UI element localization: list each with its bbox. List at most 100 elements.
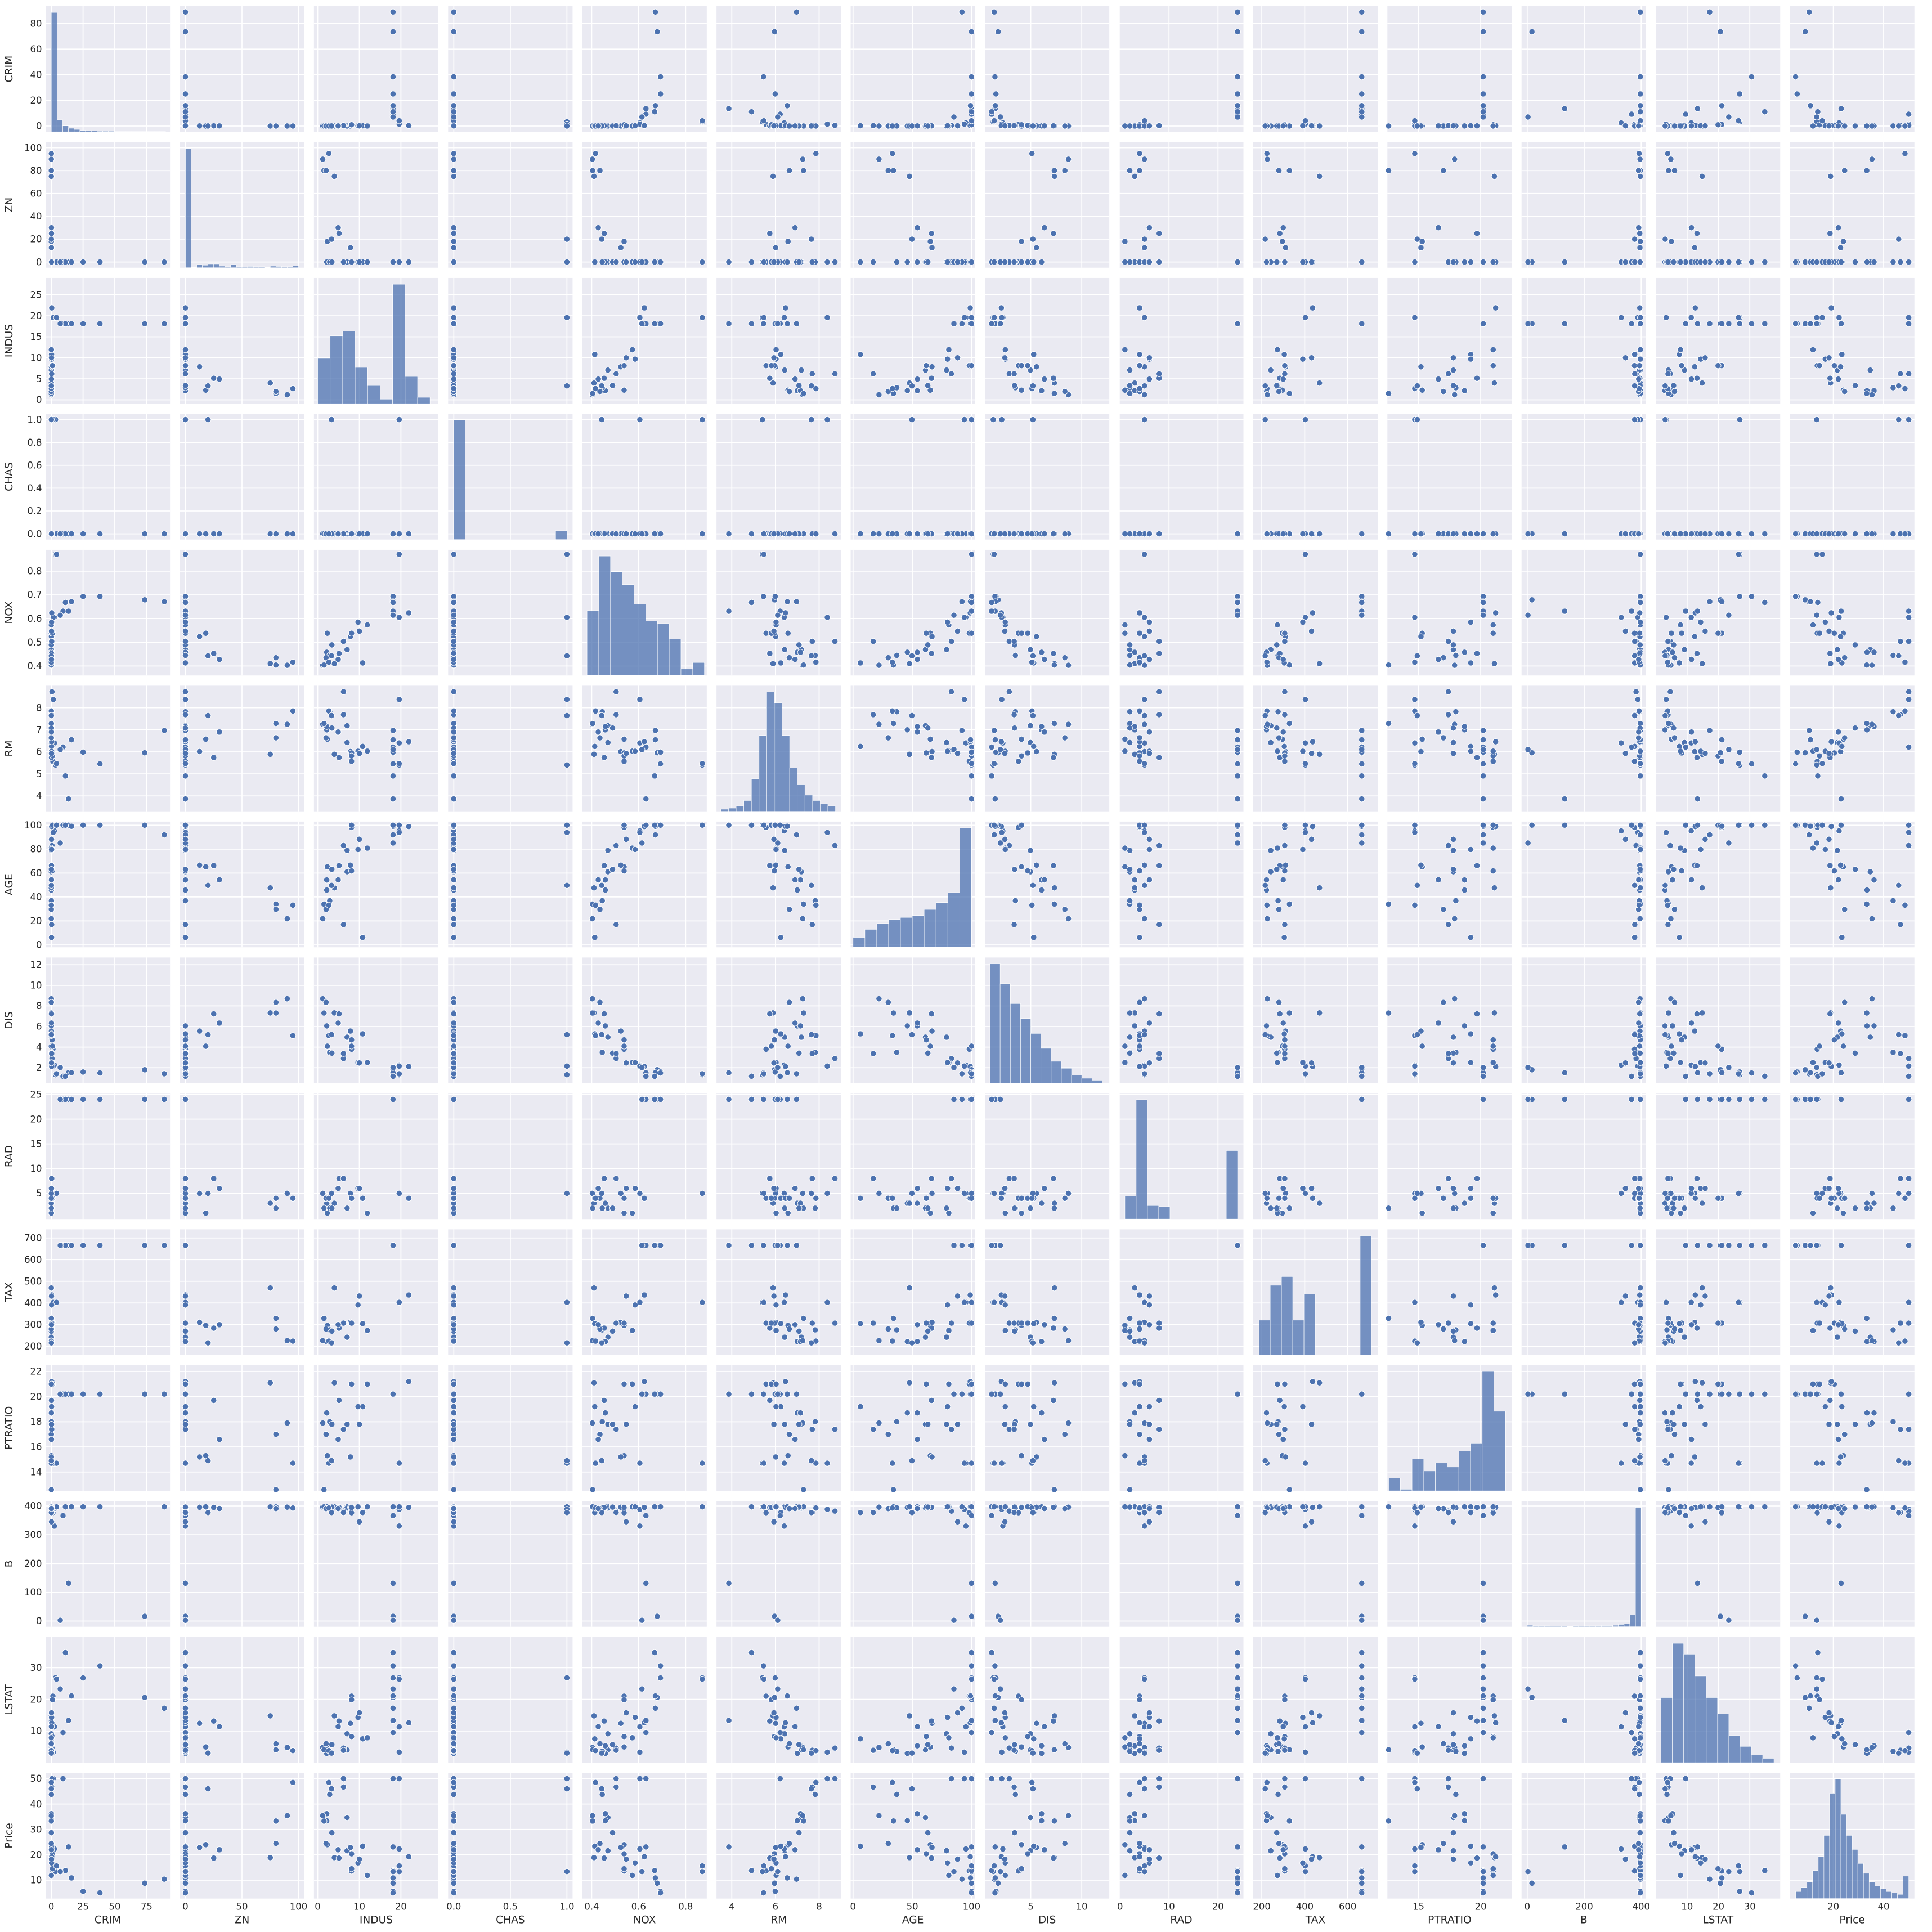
scatter-point	[182, 102, 189, 109]
scatter-point	[1664, 902, 1671, 909]
scatter-point	[1835, 876, 1842, 884]
scatter-point	[216, 530, 223, 537]
scatter-point	[1280, 876, 1286, 884]
panel-background	[582, 414, 707, 540]
scatter-point	[1299, 258, 1306, 266]
scatter-point	[589, 167, 596, 174]
scatter-point	[1678, 630, 1685, 636]
scatter-point	[1309, 823, 1316, 830]
scatter-point	[786, 123, 793, 129]
scatter-point	[356, 836, 363, 843]
scatter-point	[990, 551, 998, 558]
scatter-point	[992, 102, 999, 109]
scatter-point	[1748, 320, 1755, 328]
scatter-point	[944, 258, 951, 266]
scatter-point	[48, 150, 55, 157]
scatter-point	[699, 117, 706, 124]
panel	[180, 277, 304, 404]
scatter-point	[563, 551, 571, 558]
panel	[984, 821, 1110, 948]
scatter-point	[990, 117, 998, 124]
scatter-point	[450, 551, 458, 558]
scatter-point	[340, 1050, 347, 1057]
scatter-point	[1038, 723, 1045, 730]
scatter-point	[355, 846, 361, 853]
histogram-bar	[728, 808, 737, 812]
scatter-point	[364, 845, 371, 851]
scatter-point	[1706, 598, 1713, 605]
scatter-point	[1890, 897, 1897, 904]
scatter-point	[364, 748, 371, 755]
scatter-point	[1622, 258, 1629, 266]
panel-background	[1119, 6, 1244, 132]
scatter-point	[1051, 390, 1058, 397]
scatter-point	[772, 593, 779, 600]
scatter-point	[1480, 102, 1487, 109]
scatter-point	[1852, 382, 1859, 389]
scatter-point	[1027, 646, 1034, 653]
scatter-point	[450, 822, 458, 828]
scatter-point	[636, 696, 643, 703]
scatter-point	[760, 530, 767, 537]
scatter-point	[1385, 390, 1392, 397]
panel-background	[1790, 685, 1915, 812]
scatter-point	[322, 167, 330, 174]
scatter-point	[1061, 167, 1068, 174]
panel	[46, 277, 171, 404]
scatter-point	[1826, 530, 1832, 537]
scatter-point	[48, 225, 55, 231]
scatter-point	[356, 1060, 363, 1066]
panel	[716, 685, 841, 812]
scatter-point	[1136, 150, 1143, 157]
scatter-point	[1662, 882, 1669, 889]
scatter-point	[1682, 111, 1689, 118]
scatter-point	[914, 530, 921, 537]
scatter-point	[1827, 885, 1834, 891]
scatter-point	[1461, 258, 1468, 266]
scatter-point	[770, 355, 777, 361]
scatter-point	[1839, 743, 1845, 750]
scatter-point	[639, 258, 646, 266]
histogram-bar	[669, 639, 682, 676]
scatter-point	[1027, 722, 1034, 729]
scatter-point	[1528, 28, 1535, 35]
scatter-point	[1667, 915, 1674, 922]
scatter-point	[319, 915, 326, 922]
scatter-point	[1677, 123, 1684, 129]
scatter-point	[1002, 346, 1009, 353]
scatter-point	[182, 1037, 189, 1043]
scatter-point	[1011, 921, 1017, 928]
scatter-point	[639, 746, 646, 753]
scatter-point	[914, 649, 921, 656]
scatter-point	[1050, 754, 1057, 761]
scatter-point	[725, 105, 732, 112]
scatter-point	[1905, 743, 1912, 751]
scatter-point	[1628, 320, 1635, 328]
scatter-point	[328, 712, 335, 719]
scatter-point	[1736, 593, 1743, 600]
scatter-point	[994, 28, 1002, 35]
scatter-point	[1136, 530, 1143, 537]
panel	[1656, 414, 1781, 540]
scatter-point	[1637, 320, 1644, 328]
scatter-point	[1041, 225, 1048, 231]
scatter-point	[760, 258, 767, 266]
scatter-point	[1662, 382, 1669, 389]
scatter-point	[1637, 773, 1644, 779]
scatter-point	[1276, 230, 1283, 237]
scatter-point	[1635, 734, 1642, 741]
scatter-point	[1895, 712, 1902, 719]
panel	[180, 685, 304, 812]
panel-background	[46, 277, 171, 404]
scatter-point	[781, 367, 788, 374]
scatter-point	[961, 1063, 968, 1069]
scatter-point	[1490, 621, 1496, 629]
scatter-point	[1302, 739, 1309, 746]
scatter-point	[1156, 650, 1163, 657]
scatter-point	[1897, 638, 1904, 645]
scatter-point	[267, 530, 274, 537]
scatter-point	[450, 156, 458, 163]
scatter-point	[598, 236, 605, 243]
histogram-bar	[225, 266, 231, 268]
scatter-point	[1813, 530, 1820, 537]
